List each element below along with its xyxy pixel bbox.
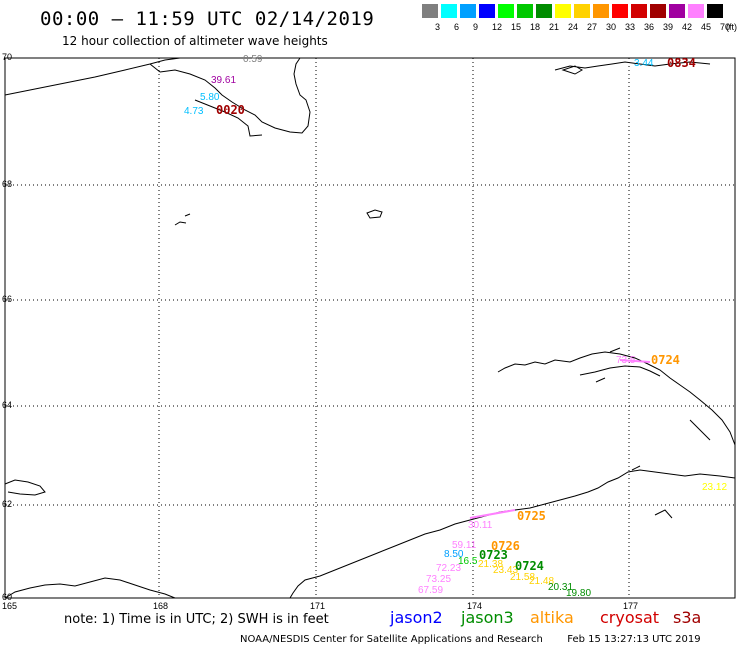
color-scale-label: 33 bbox=[625, 22, 636, 32]
lon-label-174: 174 bbox=[467, 601, 483, 611]
color-scale-label: 3 bbox=[435, 22, 441, 32]
swh-value: 23.12 bbox=[702, 482, 728, 493]
color-scale-label: 15 bbox=[511, 22, 522, 32]
swh-value: 8.50 bbox=[444, 549, 464, 560]
satellite-label-altika: altika bbox=[530, 608, 574, 627]
swh-value: 21.48 bbox=[529, 576, 555, 587]
coastline-anadyr-gulf bbox=[579, 365, 711, 441]
swh-value: 19.80 bbox=[566, 588, 592, 599]
island-small-2 bbox=[174, 213, 191, 226]
swh-value: 39.61 bbox=[211, 75, 237, 86]
color-swatch-39 bbox=[650, 4, 666, 18]
color-scale-label: 70 bbox=[720, 22, 731, 32]
credit-timestamp: Feb 15 13:27:13 UTC 2019 bbox=[567, 634, 701, 645]
color-scale-label: 18 bbox=[530, 22, 541, 32]
lat-label-64: 64 bbox=[2, 400, 13, 410]
color-swatch-36 bbox=[631, 4, 647, 18]
coastlines bbox=[4, 57, 736, 599]
map-title: 00:00 – 11:59 UTC 02/14/2019 bbox=[40, 8, 375, 30]
color-swatch-12 bbox=[479, 4, 495, 18]
color-swatch-27 bbox=[574, 4, 590, 18]
graticule bbox=[5, 57, 735, 598]
coastline-lower-west bbox=[4, 479, 176, 599]
color-swatch-33 bbox=[612, 4, 628, 18]
color-scale-label: 21 bbox=[549, 22, 560, 32]
coastline-chukotka-north bbox=[4, 57, 311, 134]
swh-value: 73.5 bbox=[616, 355, 636, 366]
lat-label-70: 70 bbox=[2, 52, 13, 62]
color-scale-label: 24 bbox=[568, 22, 579, 32]
swh-value: 30.11 bbox=[468, 520, 493, 531]
pass-time-label: 0834 bbox=[667, 56, 696, 70]
pass-time-label: 0726 bbox=[491, 539, 520, 553]
lat-label-66: 66 bbox=[2, 294, 13, 304]
pass-time-label: 0724 bbox=[651, 353, 680, 367]
color-scale-label: 45 bbox=[701, 22, 712, 32]
swh-value: 72.23 bbox=[436, 563, 462, 574]
color-swatch-9 bbox=[460, 4, 476, 18]
color-swatch-30 bbox=[593, 4, 609, 18]
pass-time-label: 0020 bbox=[216, 103, 245, 117]
swh-value: 59.11 bbox=[452, 540, 477, 551]
color-scale-label: 6 bbox=[454, 22, 460, 32]
pass-time-label: 0723 bbox=[479, 548, 508, 562]
color-swatch-6 bbox=[441, 4, 457, 18]
swh-value: 21.38 bbox=[478, 559, 504, 570]
swh-value: 3.44 bbox=[634, 58, 654, 69]
footer-note: note: 1) Time is in UTC; 2) SWH is in fe… bbox=[64, 612, 329, 627]
lat-label-62: 62 bbox=[2, 499, 13, 509]
swh-value: 67.59 bbox=[418, 585, 444, 596]
color-scale-label: 9 bbox=[473, 22, 479, 32]
color-scale-label: 27 bbox=[587, 22, 598, 32]
pass-time-label: 0725 bbox=[517, 509, 546, 523]
track-altika-0724 bbox=[619, 359, 651, 363]
color-scale-label: 30 bbox=[606, 22, 617, 32]
coastline-wrangel-area bbox=[554, 61, 711, 75]
pass-time-label: 0724 bbox=[515, 559, 544, 573]
swh-value: 4.73 bbox=[184, 106, 204, 117]
island-small-1 bbox=[366, 209, 383, 219]
satellite-label-s3a: s3a bbox=[673, 608, 702, 627]
color-scale-label: 39 bbox=[663, 22, 674, 32]
swh-value: 5.80 bbox=[200, 92, 220, 103]
lat-label-68: 68 bbox=[2, 179, 13, 189]
swh-value: 23.43 bbox=[493, 565, 519, 576]
lon-label-168: 168 bbox=[153, 601, 169, 611]
coastline-chukotka-east bbox=[497, 351, 736, 446]
swh-value: 21.58 bbox=[510, 572, 536, 583]
swh-value: 20.31 bbox=[548, 582, 574, 593]
lon-label-165: 165 bbox=[2, 601, 18, 611]
color-scale-label: 36 bbox=[644, 22, 655, 32]
color-scale-unit: (ft) bbox=[726, 22, 737, 32]
satellite-label-cryosat: cryosat bbox=[600, 608, 660, 627]
coastline-chukotka-bay bbox=[149, 63, 263, 137]
color-swatch-70 bbox=[707, 4, 723, 18]
swh-value: 16.5 bbox=[458, 556, 478, 567]
coastline-kamchatka-bits bbox=[609, 347, 673, 519]
map-frame bbox=[4, 57, 736, 599]
color-swatch-24 bbox=[555, 4, 571, 18]
swh-value: 0.59 bbox=[243, 54, 263, 65]
color-swatch-18 bbox=[517, 4, 533, 18]
swh-value: 73.25 bbox=[426, 574, 452, 585]
lon-label-177: 177 bbox=[623, 601, 639, 611]
lat-label-60: 60 bbox=[2, 592, 13, 602]
track-altika-0725 bbox=[469, 509, 516, 519]
lon-label-171: 171 bbox=[310, 601, 326, 611]
color-scale-label: 42 bbox=[682, 22, 693, 32]
color-swatch-15 bbox=[498, 4, 514, 18]
color-swatch-42 bbox=[669, 4, 685, 18]
footer-credit: NOAA/NESDIS Center for Satellite Applica… bbox=[240, 634, 701, 645]
color-swatch-45 bbox=[688, 4, 704, 18]
color-swatch-3 bbox=[422, 4, 438, 18]
color-scale-label: 12 bbox=[492, 22, 503, 32]
track-segments bbox=[469, 359, 651, 519]
credit-organization: NOAA/NESDIS Center for Satellite Applica… bbox=[240, 634, 543, 645]
satellite-label-jason3: jason3 bbox=[461, 608, 514, 627]
map-subtitle: 12 hour collection of altimeter wave hei… bbox=[62, 34, 328, 48]
satellite-label-jason2: jason2 bbox=[390, 608, 443, 627]
color-swatch-21 bbox=[536, 4, 552, 18]
